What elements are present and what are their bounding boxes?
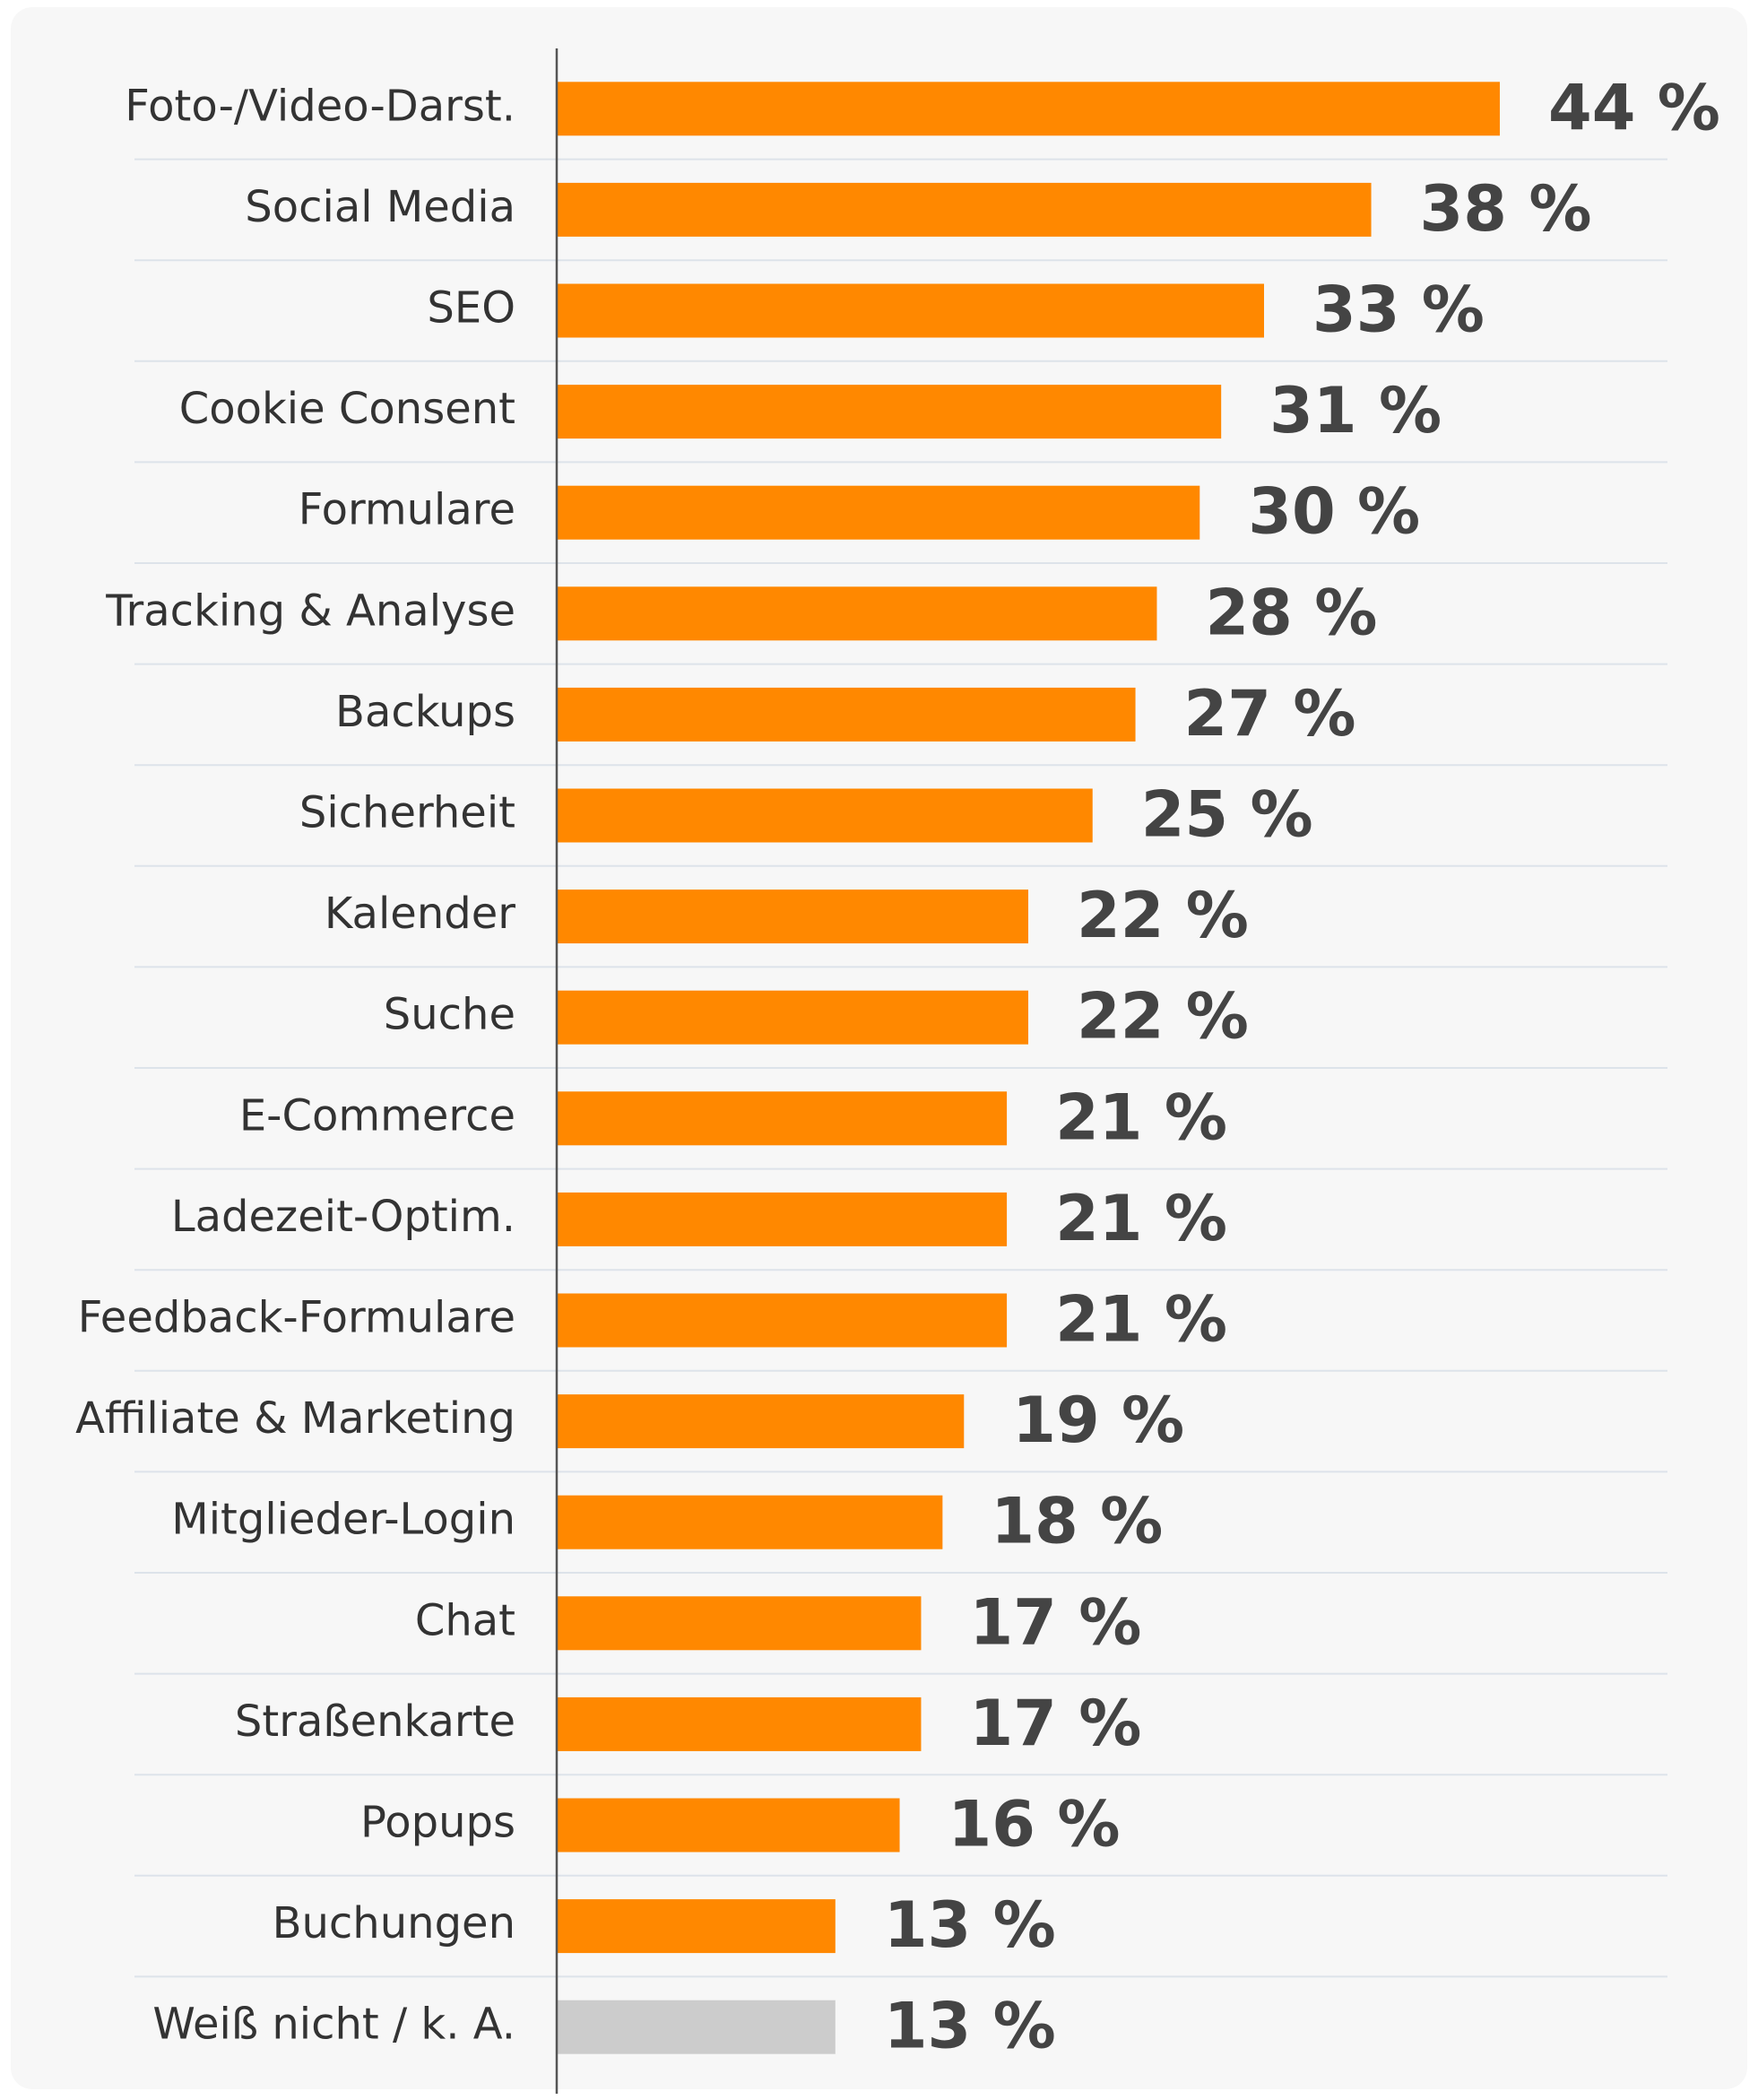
bar xyxy=(557,1192,1008,1246)
category-label: Foto-/Video-Darst. xyxy=(125,81,515,131)
category-label: Affiliate & Marketing xyxy=(75,1393,515,1444)
category-label: Kalender xyxy=(325,889,515,939)
value-label: 22 % xyxy=(1077,980,1249,1054)
bar xyxy=(557,82,1500,136)
category-label: Formulare xyxy=(299,485,515,535)
bar xyxy=(557,1293,1008,1348)
category-label: Suche xyxy=(384,990,515,1040)
category-label: Cookie Consent xyxy=(179,384,515,434)
value-label: 27 % xyxy=(1184,677,1356,751)
bar xyxy=(557,1495,943,1549)
value-label: 30 % xyxy=(1248,475,1420,549)
bar xyxy=(557,1596,922,1651)
bar xyxy=(557,1899,836,1954)
bar xyxy=(557,1696,922,1751)
value-label: 25 % xyxy=(1141,778,1313,852)
value-label: 38 % xyxy=(1420,172,1592,246)
category-label: Backups xyxy=(335,687,515,737)
bar xyxy=(557,182,1372,237)
category-label: Straßenkarte xyxy=(235,1696,515,1747)
value-label: 13 % xyxy=(884,1990,1056,2063)
category-label: Chat xyxy=(415,1595,515,1645)
value-label: 44 % xyxy=(1548,71,1720,144)
value-label: 31 % xyxy=(1269,374,1442,447)
bar xyxy=(557,485,1200,540)
value-label: 17 % xyxy=(969,1585,1141,1659)
value-label: 21 % xyxy=(1055,1182,1227,1255)
bar xyxy=(557,788,1093,843)
value-label: 21 % xyxy=(1055,1283,1227,1357)
category-label: Tracking & Analyse xyxy=(105,586,515,636)
category-label: Popups xyxy=(360,1798,515,1848)
bar xyxy=(557,1091,1008,1146)
category-label: Weiß nicht / k. A. xyxy=(152,2000,515,2050)
category-label: Ladezeit-Optim. xyxy=(171,1192,515,1242)
category-label: Feedback-Formulare xyxy=(78,1293,515,1343)
category-label: Sicherheit xyxy=(299,788,515,838)
category-label: Mitglieder-Login xyxy=(171,1495,515,1545)
bar xyxy=(557,1798,900,1853)
value-label: 21 % xyxy=(1055,1080,1227,1154)
value-label: 28 % xyxy=(1205,576,1377,649)
bar xyxy=(557,990,1028,1045)
value-label: 13 % xyxy=(884,1888,1056,1962)
bar xyxy=(557,586,1157,641)
value-label: 22 % xyxy=(1077,879,1249,952)
value-label: 19 % xyxy=(1012,1384,1184,1457)
value-label: 16 % xyxy=(948,1788,1121,1861)
category-label: Social Media xyxy=(245,182,515,232)
category-label: SEO xyxy=(427,283,515,334)
bar xyxy=(557,687,1136,742)
bar xyxy=(557,2000,836,2054)
value-label: 33 % xyxy=(1312,273,1485,347)
category-label: E-Commerce xyxy=(239,1090,515,1141)
card-background xyxy=(11,7,1747,2089)
value-label: 18 % xyxy=(991,1485,1163,1558)
bar xyxy=(557,889,1028,944)
category-label: Buchungen xyxy=(273,1898,515,1948)
bar xyxy=(557,283,1264,338)
bar xyxy=(557,385,1222,439)
bar xyxy=(557,1394,965,1449)
value-label: 17 % xyxy=(969,1687,1141,1760)
